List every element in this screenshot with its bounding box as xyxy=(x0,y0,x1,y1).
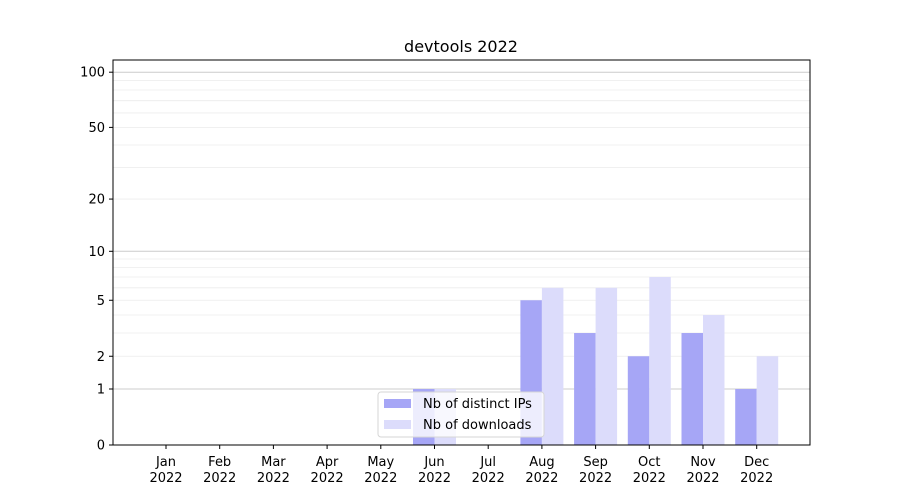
x-tick-label: Nov 2022 xyxy=(686,455,719,486)
legend-box xyxy=(377,391,545,438)
x-tick-label: May 2022 xyxy=(364,455,397,486)
bar-downloads xyxy=(756,356,779,445)
y-tick-label: 2 xyxy=(97,350,105,365)
legend-label: Nb of distinct IPs xyxy=(423,397,532,412)
plot-frame xyxy=(112,59,811,446)
legend-swatch xyxy=(384,420,411,429)
y-tick-label: 5 xyxy=(97,294,105,309)
x-tick-label: Apr 2022 xyxy=(311,455,344,486)
x-tick-label: Feb 2022 xyxy=(203,455,236,486)
bar-downloads xyxy=(595,287,618,445)
bar-ips xyxy=(574,333,596,445)
bar-downloads xyxy=(649,277,671,445)
bar-ips xyxy=(627,356,650,445)
legend-swatch xyxy=(384,399,411,408)
x-tick-label: Dec 2022 xyxy=(740,455,773,486)
x-tick-label: Aug 2022 xyxy=(525,455,558,486)
y-tick-label: 10 xyxy=(88,245,105,260)
bar-downloads xyxy=(541,287,564,445)
x-tick-label: Jun 2022 xyxy=(418,455,451,486)
x-tick-label: Jan 2022 xyxy=(149,455,182,486)
x-tick-label: Oct 2022 xyxy=(633,455,666,486)
x-tick-label: Jul 2022 xyxy=(472,455,505,486)
chart-title: devtools 2022 xyxy=(404,37,518,56)
x-tick-label: Mar 2022 xyxy=(257,455,290,486)
bar-ips xyxy=(681,333,703,445)
y-tick-label: 50 xyxy=(88,121,105,136)
y-tick-label: 100 xyxy=(80,66,105,81)
y-tick-label: 0 xyxy=(97,439,105,454)
x-tick-label: Sep 2022 xyxy=(579,455,612,486)
legend-label: Nb of downloads xyxy=(423,418,532,433)
y-tick-label: 20 xyxy=(88,193,105,208)
bar-ips xyxy=(735,389,757,445)
y-tick-label: 1 xyxy=(97,383,105,398)
bar-downloads xyxy=(703,314,725,445)
